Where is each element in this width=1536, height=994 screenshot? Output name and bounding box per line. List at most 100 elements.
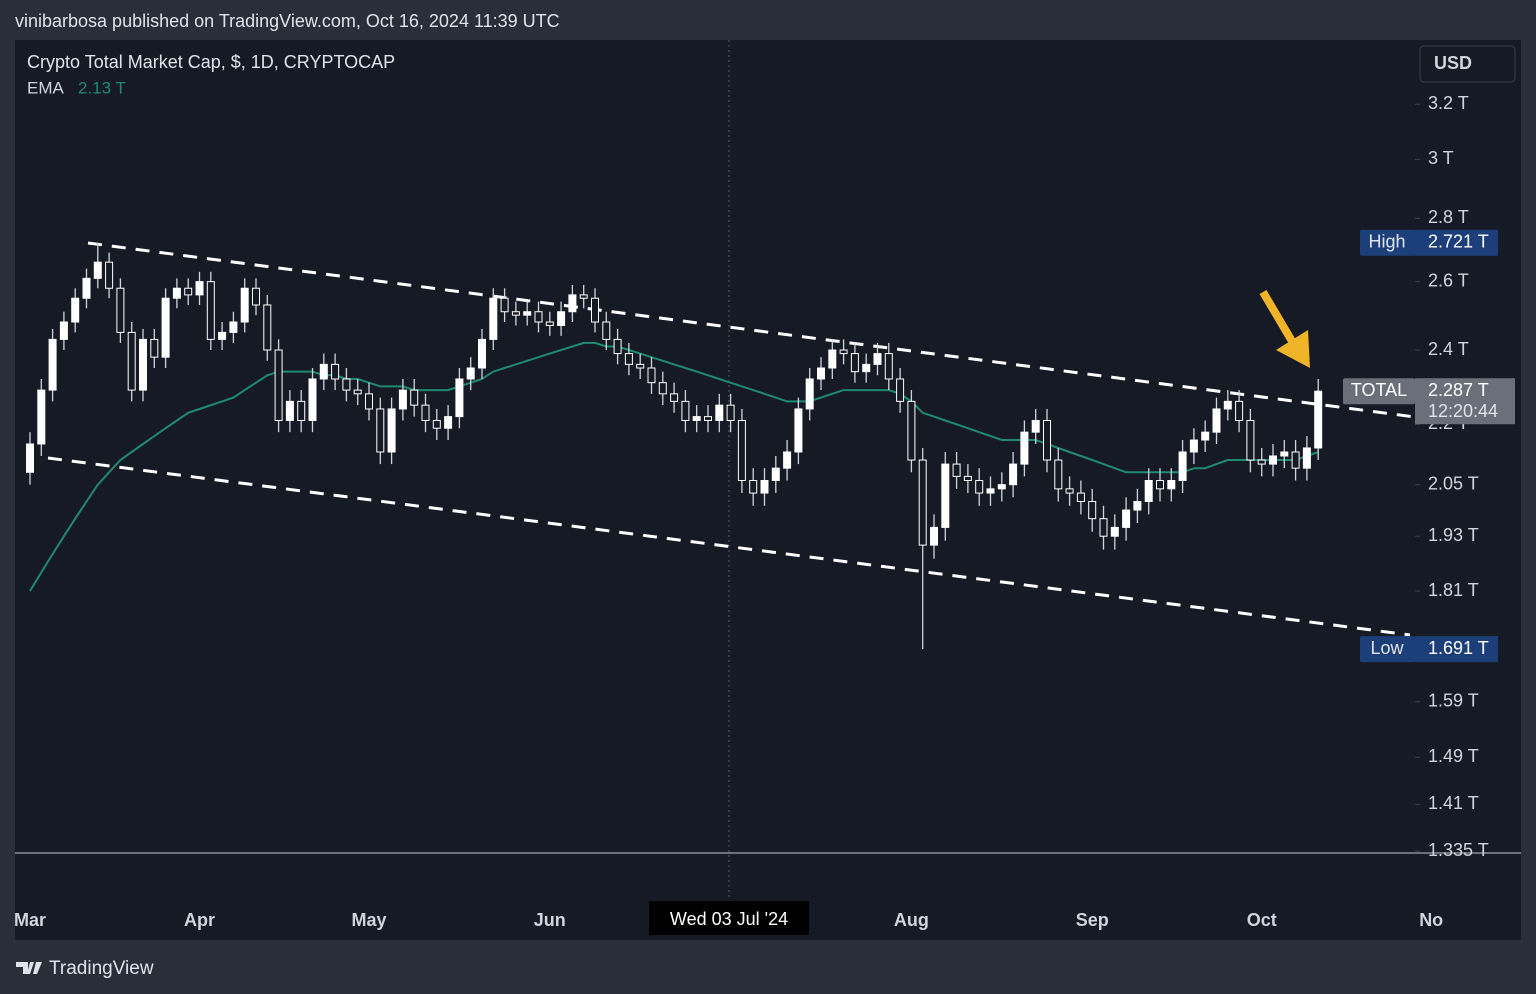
candle-body bbox=[918, 459, 927, 546]
candle-body bbox=[387, 408, 396, 453]
candle-body bbox=[218, 331, 227, 340]
candle-body bbox=[26, 443, 34, 473]
lower-trendline bbox=[47, 456, 1411, 637]
candle-body bbox=[579, 294, 588, 299]
logo bbox=[16, 962, 42, 974]
y-tick-label: 2.05 T bbox=[1428, 473, 1479, 493]
candle-body bbox=[1201, 431, 1210, 441]
candle-body bbox=[139, 338, 147, 391]
y-tick-label: 2.4 T bbox=[1428, 339, 1469, 359]
candle-body bbox=[670, 393, 679, 402]
candle-body bbox=[1099, 518, 1108, 537]
countdown: 12:20:44 bbox=[1428, 401, 1498, 421]
logo-mark bbox=[16, 962, 42, 974]
candle-body bbox=[624, 353, 633, 365]
arrow bbox=[1259, 289, 1310, 368]
last-value: 2.287 T bbox=[1428, 380, 1489, 400]
crosshair-box bbox=[649, 901, 809, 935]
candle-body bbox=[794, 408, 803, 453]
candle-body bbox=[1235, 400, 1244, 421]
candle-body bbox=[1020, 431, 1029, 465]
candle-body bbox=[1009, 463, 1018, 486]
candle-body bbox=[172, 287, 181, 299]
candle-body bbox=[1156, 480, 1164, 490]
candle-body bbox=[308, 378, 317, 421]
arrow-head bbox=[1276, 330, 1310, 368]
candle-body bbox=[274, 349, 283, 421]
candle-body bbox=[658, 382, 667, 395]
candle-body bbox=[930, 526, 938, 546]
price-marker: Low 1.691 T bbox=[1360, 636, 1498, 663]
candle-body bbox=[263, 304, 272, 351]
candle-body bbox=[681, 400, 690, 421]
candle-body bbox=[817, 367, 825, 380]
y-tick-label: 3.2 T bbox=[1428, 93, 1469, 113]
chart-title: Crypto Total Market Cap, $, 1D, CRYPTOCA… bbox=[27, 52, 395, 72]
candle-body bbox=[647, 367, 656, 384]
x-tick-label: Aug bbox=[894, 910, 929, 930]
candle-body bbox=[1257, 459, 1266, 465]
ema-line bbox=[29, 341, 1319, 592]
candle-body bbox=[1031, 419, 1040, 433]
upper-trendline bbox=[87, 241, 1416, 419]
x-tick-label: Oct bbox=[1247, 910, 1277, 930]
candle-body bbox=[771, 467, 780, 482]
price-axis: 3.2 T3 T2.8 T2.6 T2.4 T2.2 T2.05 T1.93 T… bbox=[1343, 93, 1515, 860]
candle-body bbox=[285, 400, 294, 421]
candle-body bbox=[444, 416, 453, 429]
candle-body bbox=[252, 287, 260, 306]
last-name-box bbox=[1343, 378, 1415, 405]
currency-button[interactable] bbox=[1419, 45, 1516, 83]
y-tick-label: 3 T bbox=[1428, 148, 1454, 168]
candle-body bbox=[613, 338, 622, 355]
candle-body bbox=[997, 484, 1006, 490]
candle-body bbox=[116, 287, 125, 333]
candle-body bbox=[760, 480, 769, 494]
candle-body bbox=[376, 408, 385, 453]
x-tick-label: Mar bbox=[14, 910, 46, 930]
candle-body bbox=[82, 277, 91, 299]
candle-body bbox=[297, 400, 306, 421]
published-note: vinibarbosa published on TradingView.com… bbox=[15, 11, 560, 31]
brand: TradingView bbox=[49, 958, 154, 979]
candle-body bbox=[93, 261, 102, 279]
x-tick-label: May bbox=[351, 910, 386, 930]
candle-body bbox=[319, 363, 328, 380]
candle-body bbox=[1043, 419, 1051, 461]
indicator-name: EMA bbox=[27, 78, 65, 97]
candle-body bbox=[206, 281, 215, 340]
candle-body bbox=[466, 367, 475, 380]
y-tick-label: 2.6 T bbox=[1428, 270, 1469, 290]
y-tick-label: 1.93 T bbox=[1428, 525, 1479, 545]
candle-body bbox=[1269, 455, 1277, 465]
candle-body bbox=[805, 378, 814, 410]
last-price-tag: TOTAL 2.287 T12:20:44 bbox=[1343, 378, 1515, 425]
y-tick-label: 1.41 T bbox=[1428, 793, 1479, 813]
candle-body bbox=[342, 378, 351, 391]
plot bbox=[26, 242, 1323, 650]
candle-body bbox=[873, 353, 882, 365]
currency-label[interactable]: USD bbox=[1434, 53, 1472, 73]
last-name: TOTAL bbox=[1351, 380, 1407, 400]
marker-value: 2.721 T bbox=[1428, 232, 1489, 252]
candle-body bbox=[1212, 408, 1221, 433]
y-tick-label: 1.335 T bbox=[1428, 840, 1489, 860]
candle-body bbox=[478, 338, 486, 369]
y-tick-label: 2.8 T bbox=[1428, 207, 1469, 227]
marker-value-box bbox=[1415, 229, 1498, 256]
candle-body bbox=[240, 287, 249, 323]
candle-body bbox=[545, 321, 554, 326]
candle-body bbox=[715, 404, 724, 421]
indicator-value: 2.13 T bbox=[78, 78, 126, 97]
candle-body bbox=[1280, 451, 1289, 457]
candle-body bbox=[975, 480, 984, 494]
candle-body bbox=[127, 331, 136, 391]
y-tick-label: 1.49 T bbox=[1428, 746, 1479, 766]
candle-body bbox=[511, 311, 520, 316]
x-tick-label: Jun bbox=[534, 910, 566, 930]
candle-body bbox=[568, 294, 577, 313]
candle-body bbox=[432, 419, 441, 429]
candle-body bbox=[692, 416, 701, 421]
candle-body bbox=[704, 416, 712, 421]
candle-body bbox=[365, 393, 373, 410]
